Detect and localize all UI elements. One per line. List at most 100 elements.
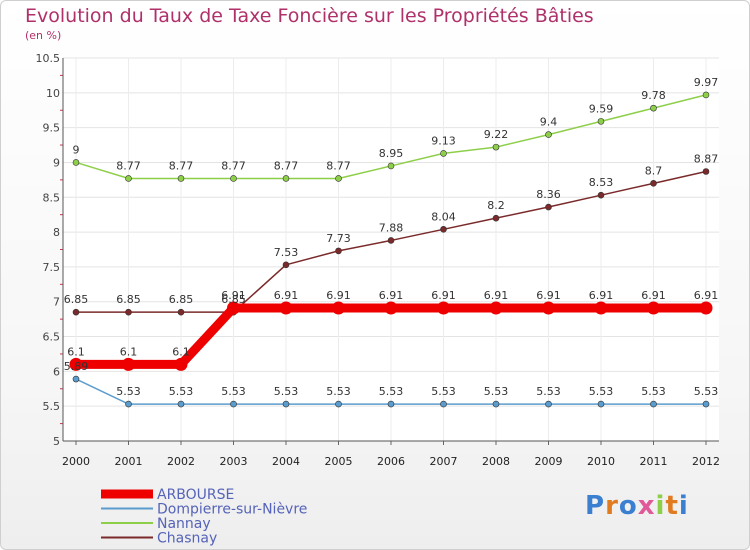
data-label: 8.77 — [169, 159, 194, 172]
data-point — [69, 357, 83, 371]
data-point — [72, 308, 80, 316]
data-point — [177, 400, 185, 408]
data-label: 6.85 — [221, 293, 246, 306]
data-label: 5.53 — [169, 385, 194, 398]
data-point — [597, 118, 605, 125]
data-label: 9 — [73, 143, 80, 156]
data-label: 5.53 — [116, 385, 141, 398]
data-label: 9.22 — [484, 128, 509, 141]
logo-letter: P — [585, 491, 606, 521]
data-label: 6.91 — [536, 289, 561, 302]
x-tick-label: 2002 — [167, 455, 195, 468]
data-point — [597, 400, 605, 408]
data-label: 5.53 — [326, 385, 351, 398]
data-point — [384, 301, 398, 315]
data-label: 6.85 — [64, 293, 89, 306]
data-label: 6.91 — [484, 289, 509, 302]
data-point — [72, 375, 80, 383]
data-label: 5.53 — [221, 385, 246, 398]
logo-letter: t — [665, 491, 679, 521]
data-point — [282, 400, 290, 408]
data-label: 8.7 — [645, 164, 663, 177]
data-label: 5.53 — [694, 385, 719, 398]
data-label: 8.77 — [274, 159, 299, 172]
data-point — [335, 400, 342, 408]
legend-entry: Nannay — [157, 516, 211, 532]
data-point — [542, 301, 555, 315]
data-label: 5.53 — [431, 385, 456, 398]
y-tick-label: 8.5 — [43, 191, 61, 204]
x-tick-label: 2004 — [272, 455, 300, 468]
data-label: 5.53 — [484, 385, 509, 398]
data-point — [545, 400, 552, 408]
data-point — [702, 168, 710, 175]
data-point — [335, 247, 342, 255]
data-point — [230, 175, 237, 182]
data-label: 9.4 — [540, 116, 558, 129]
y-tick-label: 9.5 — [43, 122, 61, 135]
x-tick-label: 2012 — [692, 455, 720, 468]
data-point — [597, 191, 605, 199]
data-point — [125, 308, 132, 316]
data-label: 6.91 — [379, 289, 404, 302]
data-label: 8.77 — [221, 159, 246, 172]
data-point — [122, 357, 135, 371]
data-label: 8.77 — [326, 159, 351, 172]
data-label: 7.88 — [379, 221, 404, 234]
data-point — [387, 162, 395, 170]
data-point — [72, 159, 80, 166]
data-point — [230, 400, 237, 408]
x-tick-label: 2006 — [377, 455, 405, 468]
data-label: 8.2 — [487, 199, 505, 212]
y-tick-label: 10 — [46, 87, 60, 100]
data-point — [545, 203, 552, 211]
y-tick-label: 7 — [53, 296, 60, 309]
data-label: 6.1 — [172, 345, 190, 358]
y-tick-label: 10.5 — [36, 52, 61, 65]
data-label: 9.13 — [431, 134, 456, 147]
data-point — [125, 400, 132, 408]
x-tick-label: 2009 — [535, 455, 563, 468]
data-label: 5.53 — [536, 385, 561, 398]
data-point — [227, 301, 240, 315]
data-point — [545, 131, 552, 138]
y-tick-label: 5.5 — [43, 400, 61, 413]
data-point — [125, 175, 132, 182]
data-label: 5.53 — [274, 385, 299, 398]
logo-letter: o — [618, 491, 638, 521]
proxiti-logo: Proxiti — [585, 491, 689, 521]
x-tick-label: 2008 — [482, 455, 510, 468]
data-point — [387, 237, 395, 244]
y-tick-label: 9 — [53, 156, 60, 169]
data-point — [594, 301, 608, 315]
data-label: 5.53 — [379, 385, 404, 398]
y-tick-label: 6 — [53, 365, 60, 378]
x-tick-label: 2011 — [640, 455, 668, 468]
y-tick-label: 6.5 — [43, 331, 61, 344]
x-tick-label: 2010 — [587, 455, 615, 468]
data-point — [702, 91, 710, 99]
data-point — [279, 301, 293, 315]
data-label: 6.1 — [67, 345, 85, 358]
y-tick-label: 8 — [53, 226, 60, 239]
data-label: 6.91 — [589, 289, 614, 302]
x-tick-label: 2001 — [115, 455, 143, 468]
y-tick-label: 5 — [53, 435, 60, 448]
data-label: 9.78 — [641, 89, 666, 102]
x-tick-label: 2005 — [325, 455, 353, 468]
logo-letter: r — [605, 491, 619, 521]
data-point — [440, 400, 447, 408]
data-label: 8.53 — [589, 176, 614, 189]
data-point — [650, 180, 657, 187]
data-label: 8.04 — [431, 210, 456, 223]
data-label: 6.1 — [120, 345, 138, 358]
data-point — [489, 301, 503, 315]
x-tick-label: 2000 — [62, 455, 90, 468]
data-point — [699, 301, 713, 315]
data-label: 5.53 — [641, 385, 666, 398]
data-point — [440, 226, 447, 233]
data-point — [647, 301, 660, 315]
data-point — [335, 175, 342, 182]
data-point — [282, 261, 290, 269]
